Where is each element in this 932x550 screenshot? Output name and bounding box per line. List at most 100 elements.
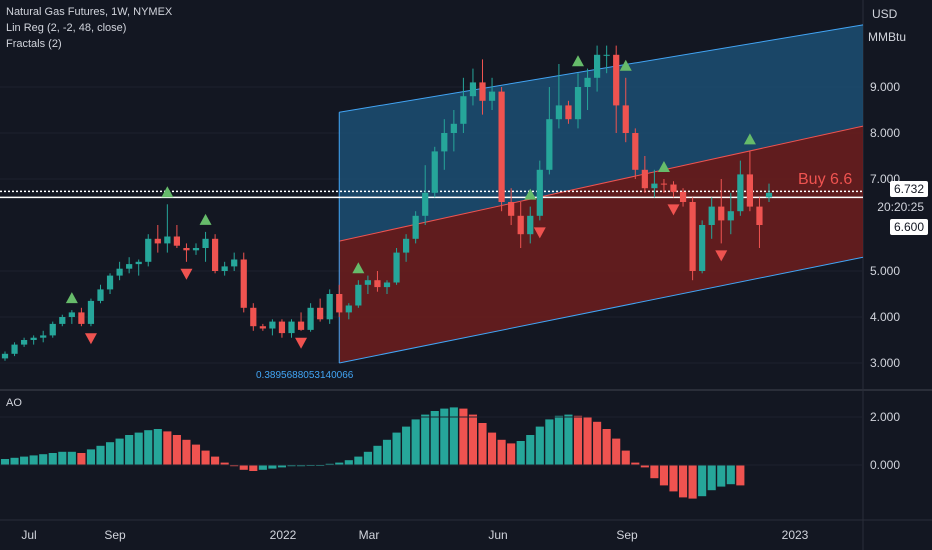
candle-body (135, 261, 142, 265)
price-axis-tick: 4.000 (870, 310, 900, 324)
candle-body (756, 206, 763, 225)
ao-legend[interactable]: AO (6, 397, 22, 409)
ao-bar (249, 465, 258, 471)
ao-bar (258, 465, 267, 470)
ao-bar (125, 435, 134, 465)
candle-body (288, 321, 295, 334)
candle-body (68, 312, 75, 317)
candle-body (30, 337, 37, 340)
ao-bar (468, 414, 478, 465)
ao-bar (277, 465, 287, 468)
candle-body (49, 323, 56, 336)
ao-bar (497, 439, 506, 465)
ao-bar (516, 441, 525, 465)
fractal-up-marker (65, 292, 78, 304)
fractals-legend[interactable]: Fractals (2) (6, 38, 62, 50)
fractal-down-marker (715, 250, 728, 262)
ao-bar (631, 462, 640, 465)
ao-bar (86, 449, 96, 465)
ao-bar (344, 460, 353, 465)
ao-bar (554, 415, 563, 465)
ao-bar (621, 450, 630, 465)
ao-bar (163, 431, 172, 465)
ao-bar (239, 465, 248, 470)
time-axis-tick: 2023 (782, 528, 809, 542)
candle-body (622, 105, 629, 133)
candle-body (374, 280, 381, 288)
ao-axis-tick: 0.000 (870, 458, 900, 472)
ao-bar (96, 445, 105, 465)
ao-bar (58, 451, 67, 465)
symbol-legend[interactable]: Natural Gas Futures, 1W, NYMEX (6, 6, 173, 18)
candle-body (317, 307, 324, 320)
ao-bar (220, 462, 229, 465)
ao-bar (535, 426, 544, 465)
candle-body (699, 225, 706, 271)
ao-bar (736, 465, 745, 486)
candle-body (164, 236, 171, 244)
candle-body (422, 192, 429, 216)
candle-body (727, 211, 734, 221)
candle-body (613, 54, 620, 106)
ao-bar (172, 435, 181, 465)
candle-body (202, 238, 209, 248)
price-axis-tick: 9.000 (870, 80, 900, 94)
fractal-down-marker (180, 268, 193, 280)
ao-bar (564, 414, 573, 465)
ao-bar (201, 450, 210, 465)
candle-body (154, 238, 161, 244)
candle-body (278, 321, 286, 334)
candle-body (689, 202, 696, 271)
regression-lower-line (339, 256, 864, 364)
candle-body (488, 91, 496, 101)
linreg-legend[interactable]: Lin Reg (2, -2, 48, close) (6, 22, 127, 34)
buy-annotation: Buy 6.6 (798, 171, 853, 188)
candle-body (460, 96, 467, 124)
candle-body (536, 169, 543, 216)
ao-bar (583, 417, 592, 465)
ao-bar (726, 465, 735, 485)
candle-body (517, 215, 524, 235)
ao-bar (526, 435, 535, 465)
candle-body (11, 344, 18, 354)
candle-body (145, 238, 152, 262)
ao-bar (411, 419, 420, 465)
candle-body (20, 340, 28, 345)
fractal-down-marker (667, 204, 680, 216)
candle-body (173, 236, 181, 246)
ao-bar (153, 429, 162, 465)
candle-body (192, 248, 200, 251)
fractal-down-marker (84, 333, 97, 345)
candle-body (527, 215, 534, 235)
candle-body (59, 317, 66, 324)
candle-body (336, 294, 343, 313)
ao-bar (48, 453, 57, 465)
ao-bar (296, 465, 306, 467)
ao-bar (39, 454, 48, 465)
candle-body (508, 202, 515, 216)
candle-body (441, 133, 448, 152)
candle-body (603, 54, 610, 56)
ao-bar (602, 429, 611, 465)
ao-bar (10, 457, 19, 465)
ao-bar (335, 462, 344, 465)
candle-body (126, 264, 133, 269)
unit-label: MMBtu (868, 30, 907, 44)
candle-body (326, 294, 333, 320)
candle-body (498, 91, 505, 202)
ao-bar (191, 444, 201, 465)
candle-body (412, 215, 419, 239)
regression-upper-band (339, 24, 863, 242)
currency-label: USD (872, 7, 898, 21)
ao-bar (230, 465, 239, 467)
ao-bar (573, 415, 583, 465)
ao-bar (382, 439, 392, 465)
candle-body (250, 307, 257, 327)
candle-body (307, 307, 314, 330)
fractal-up-marker (352, 262, 365, 274)
buy-level-tag: 6.600 (889, 219, 928, 235)
ao-bar (373, 445, 382, 465)
time-axis-tick: Sep (104, 528, 126, 542)
candle-body (479, 82, 486, 101)
candle-body (116, 268, 123, 276)
